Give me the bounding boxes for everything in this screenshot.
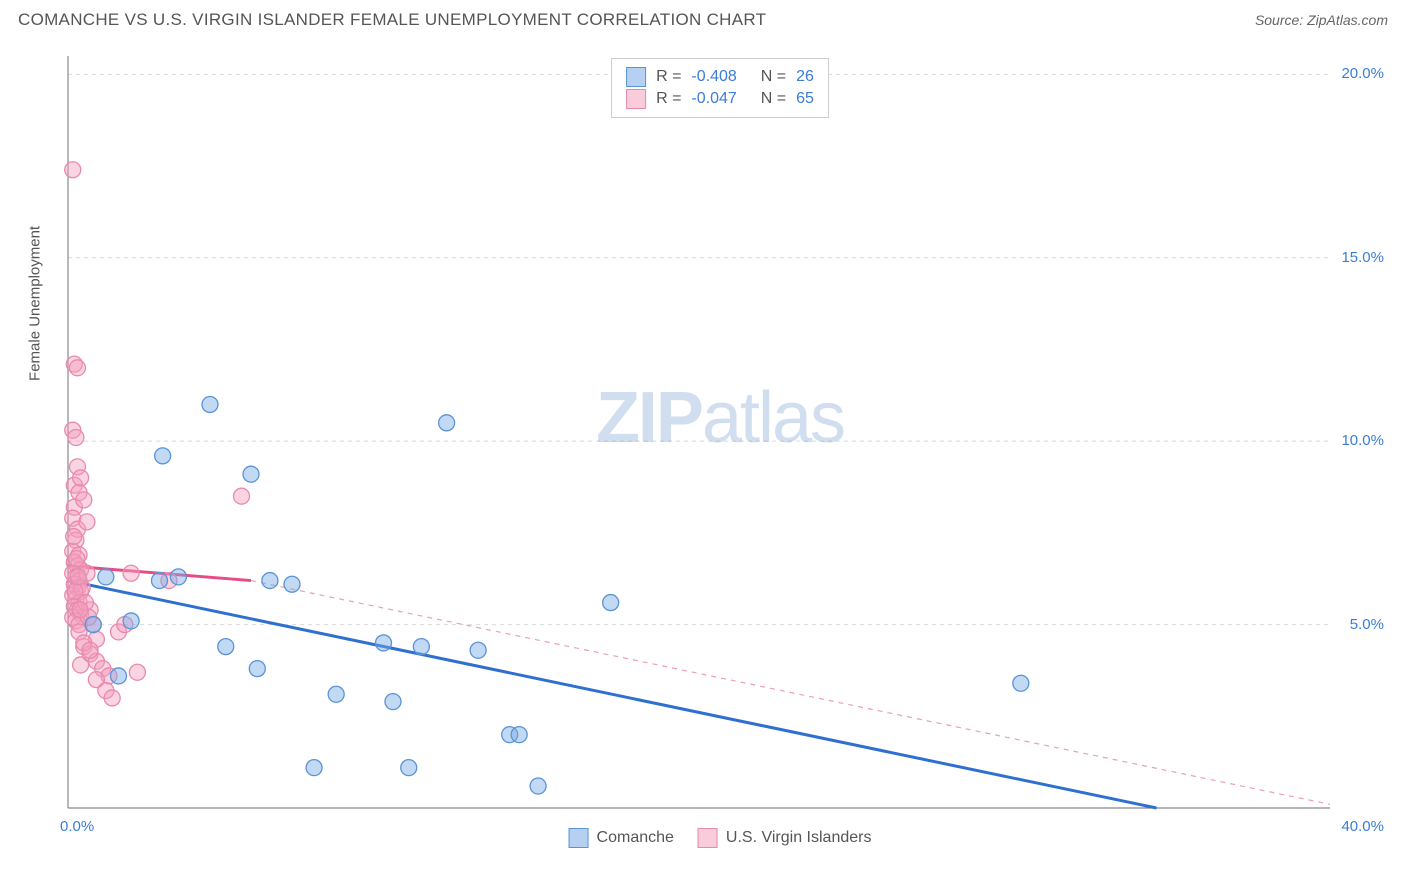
y-tick-label: 15.0% [1341, 249, 1384, 266]
n-label: N = [761, 90, 786, 108]
correlation-legend-row: R = -0.408 N = 26 [626, 67, 814, 87]
legend-swatch [569, 828, 589, 848]
x-tick-label: 40.0% [1341, 818, 1384, 835]
legend-swatch [698, 828, 718, 848]
series-name: Comanche [597, 829, 674, 847]
series-legend: Comanche U.S. Virgin Islanders [569, 828, 872, 848]
chart-title: COMANCHE VS U.S. VIRGIN ISLANDER FEMALE … [18, 10, 766, 30]
chart-header: COMANCHE VS U.S. VIRGIN ISLANDER FEMALE … [0, 0, 1406, 38]
series-legend-item: Comanche [569, 828, 674, 848]
correlation-legend: R = -0.408 N = 26 R = -0.047 N = 65 [611, 58, 829, 118]
legend-swatch [626, 67, 646, 87]
y-tick-label: 10.0% [1341, 432, 1384, 449]
n-value: 26 [796, 68, 814, 86]
chart-area: Female Unemployment ZIPatlas R =-0.408N … [50, 50, 1390, 850]
x-tick-label: 0.0% [60, 818, 94, 835]
legend-swatch [626, 89, 646, 109]
r-value: -0.047 [691, 90, 736, 108]
n-label: N = [761, 68, 786, 86]
source-attribution: Source: ZipAtlas.com [1255, 12, 1388, 28]
r-label: R = [656, 68, 681, 86]
series-name: U.S. Virgin Islanders [726, 829, 872, 847]
y-tick-label: 5.0% [1350, 616, 1384, 633]
y-tick-label: 20.0% [1341, 65, 1384, 82]
r-value: -0.408 [691, 68, 736, 86]
series-legend-item: U.S. Virgin Islanders [698, 828, 872, 848]
n-value: 65 [796, 90, 814, 108]
correlation-legend-row: R = -0.047 N = 65 [626, 89, 814, 109]
r-label: R = [656, 90, 681, 108]
scatter-plot [50, 50, 1390, 850]
y-axis-label: Female Unemployment [27, 226, 44, 381]
